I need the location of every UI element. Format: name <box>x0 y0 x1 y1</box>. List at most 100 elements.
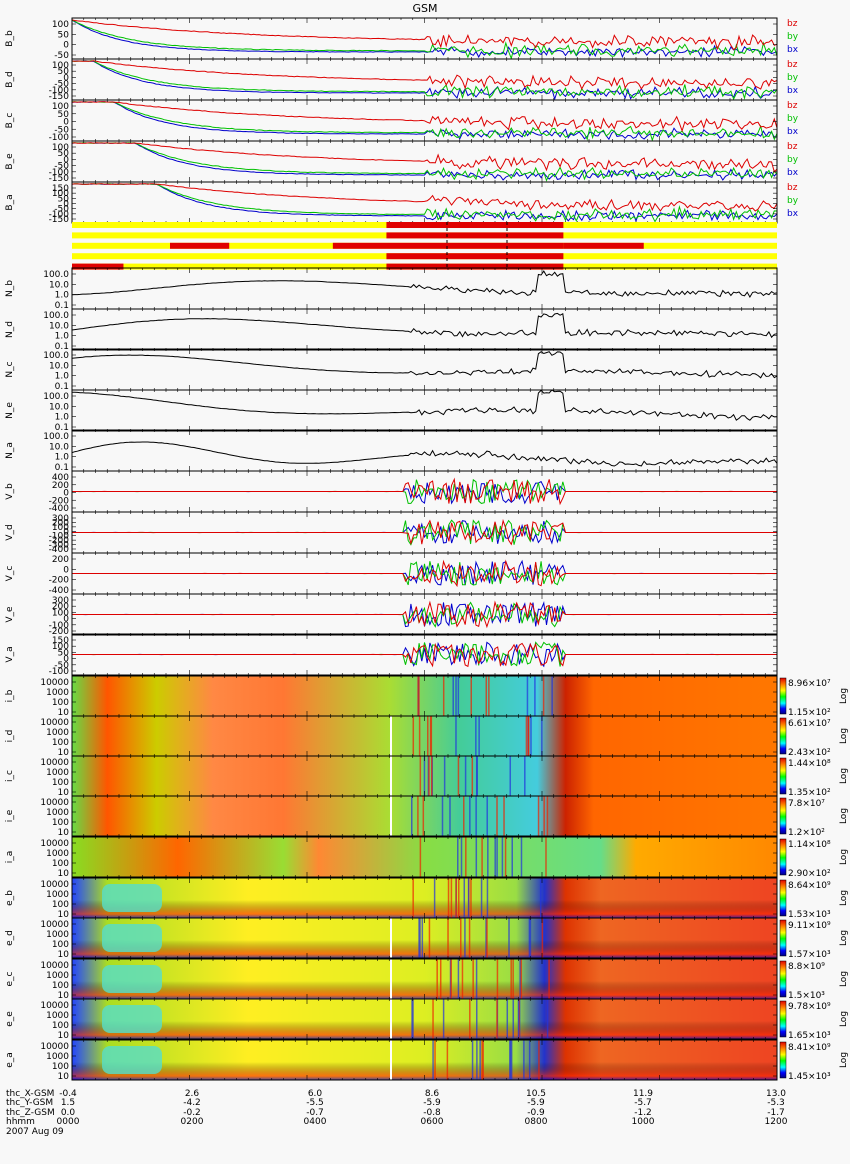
v-panel-0-tick: 200 <box>52 481 69 491</box>
streak <box>503 796 505 836</box>
b-panel-3-tick: -50 <box>54 162 69 172</box>
streak <box>485 676 488 716</box>
e-panel-0-tick: 10000 <box>40 880 69 890</box>
streak <box>528 1040 531 1080</box>
i-panel-1-tick: 10 <box>58 748 70 758</box>
streak <box>450 959 452 999</box>
footer-value: -5.5 <box>306 1098 324 1109</box>
e-panel-3-label: e_e <box>5 1011 15 1027</box>
v-panel-2-tick: 0 <box>63 565 69 575</box>
i-panel-0-colorbar <box>779 677 787 715</box>
footer-value: -0.8 <box>423 1107 441 1118</box>
streak <box>472 959 474 999</box>
v-panel-1-tick: 200 <box>52 518 69 528</box>
by-series <box>72 101 777 141</box>
streak <box>525 716 528 756</box>
gap-line <box>390 756 392 796</box>
i-panel-4-cmin: 2.90×10² <box>788 869 831 879</box>
streak <box>441 796 444 836</box>
footer-value: -5.7 <box>634 1098 652 1109</box>
b-panel-1-tick: 0 <box>63 73 69 83</box>
streak <box>439 959 442 999</box>
v-panel-0-label: V_b <box>5 483 15 500</box>
streak <box>508 918 510 958</box>
streak <box>541 716 543 756</box>
footer-value: 11.9 <box>632 1089 654 1099</box>
streak <box>457 756 460 796</box>
e-panel-2-band <box>72 959 777 999</box>
by-series <box>72 19 777 59</box>
i-panel-4-tick: 100 <box>52 859 69 869</box>
b-panel-4-tick: 50 <box>58 194 70 204</box>
v-panel-4-tick: 100 <box>52 642 69 652</box>
v-panel-2-tick: 200 <box>52 555 69 565</box>
streak <box>551 676 553 716</box>
vz-series <box>72 559 777 588</box>
streak <box>520 837 523 877</box>
v-panel-1-tick: 100 <box>52 523 69 533</box>
i-panel-2-tick: 1000 <box>46 768 69 778</box>
streak <box>469 999 471 1039</box>
v-panel-1-tick: 300 <box>52 514 69 524</box>
e-panel-3-tick: 100 <box>52 1021 69 1031</box>
v-panel-1-tick: 0 <box>63 527 69 537</box>
e-panel-4-scale: Log <box>839 1052 849 1068</box>
by-series <box>72 183 777 223</box>
b-panel-1-tick: -50 <box>54 80 69 90</box>
i-panel-0-tick: 10000 <box>40 678 69 688</box>
footer-value: -5.3 <box>767 1098 785 1109</box>
footer-value: -0.2 <box>183 1107 201 1118</box>
b-panel-0-frame <box>71 17 778 60</box>
v-panel-4-label: V_a <box>5 646 15 662</box>
streak <box>487 837 489 877</box>
b-panel-0-tick: 0 <box>63 41 69 51</box>
streak <box>442 676 445 716</box>
streak <box>419 837 422 877</box>
gap-line <box>390 999 392 1039</box>
e-panel-3-scale: Log <box>839 1011 849 1027</box>
streak <box>475 959 478 999</box>
vz-series <box>72 642 777 668</box>
footer-value: 0400 <box>303 1117 327 1128</box>
streak <box>482 1040 484 1080</box>
gap-line <box>390 918 392 958</box>
b-panel-4-tick: 150 <box>52 184 69 194</box>
i-panel-0-spectrogram <box>72 676 777 716</box>
e-panel-2-label: e_c <box>5 971 15 986</box>
streak <box>524 756 526 796</box>
v-panel-3-tick: -100 <box>49 621 70 631</box>
streak <box>428 756 430 796</box>
e-panel-1-tick: 1000 <box>46 930 69 940</box>
streak <box>450 878 453 918</box>
n-panel-0-tick: 0.1 <box>55 301 69 311</box>
i-panel-1-colorbar <box>779 717 787 755</box>
streak <box>460 918 462 958</box>
i-panel-4-label: i_a <box>5 851 15 864</box>
streak <box>523 1040 525 1080</box>
streak <box>475 716 477 756</box>
streak <box>418 716 421 756</box>
e-panel-1-scale: Log <box>839 930 849 946</box>
b-panel-2-tick: 100 <box>52 102 69 112</box>
streak <box>411 796 413 836</box>
gap-line <box>390 1040 392 1080</box>
b-panel-2-label: B_c <box>5 113 15 129</box>
i-panel-3-cmax: 7.8×10⁷ <box>788 799 825 809</box>
v-panel-2-tick: -400 <box>49 586 70 596</box>
e-panel-0-scale: Log <box>839 890 849 906</box>
bz-series <box>72 19 777 51</box>
legend-by: by <box>787 196 799 206</box>
streak <box>452 676 454 716</box>
n-panel-0-tick: 1.0 <box>55 291 70 301</box>
v-panel-1-tick: -400 <box>49 545 70 555</box>
streak <box>463 878 466 918</box>
streak <box>510 1040 513 1080</box>
e-panel-2-cmin: 1.5×10³ <box>788 991 825 1001</box>
n-panel-2-tick: 0.1 <box>55 382 69 392</box>
legend-bz: bz <box>787 101 798 111</box>
streak <box>457 676 460 716</box>
e-panel-4-blob <box>102 1046 162 1074</box>
e-panel-0-label: e_b <box>5 890 15 906</box>
n-panel-0-label: N_b <box>5 280 15 297</box>
